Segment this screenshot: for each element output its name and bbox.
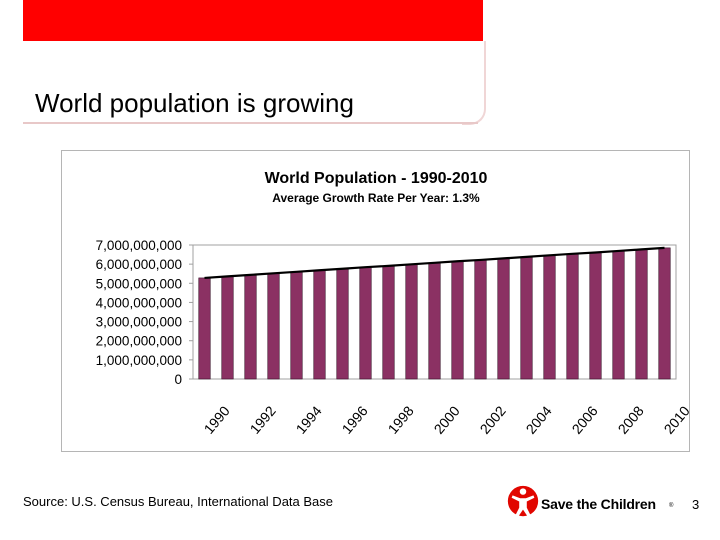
bar-2007: [589, 252, 602, 380]
x-tick-label: 2004: [523, 403, 555, 437]
bar-1990: [198, 277, 211, 380]
x-tick-label: 2008: [615, 403, 647, 437]
x-tick-label: 1994: [293, 403, 325, 437]
population-chart: World Population - 1990-2010 Average Gro…: [96, 170, 689, 437]
bar-1994: [290, 271, 303, 380]
bar-1999: [405, 264, 418, 380]
x-tick-label: 1996: [339, 403, 371, 437]
title-decoration: [462, 41, 486, 125]
bar-1992: [244, 274, 257, 380]
y-tick-label: 1,000,000,000: [96, 353, 182, 368]
y-tick-label: 2,000,000,000: [96, 334, 182, 349]
x-tick-label: 2002: [477, 403, 509, 437]
bar-2009: [635, 249, 648, 380]
y-tick-label: 0: [174, 372, 182, 387]
population-trend-line: [204, 246, 665, 280]
x-tick-label: 1992: [247, 403, 279, 437]
x-tick-label: 2000: [431, 403, 463, 437]
brand-name: Save the Children: [541, 496, 656, 512]
y-tick-label: 3,000,000,000: [96, 315, 182, 330]
save-the-children-logo-icon[interactable]: [506, 484, 540, 520]
page-number: 3: [692, 497, 700, 512]
y-tick-label: 4,000,000,000: [96, 295, 182, 310]
registered-mark: ®: [669, 503, 674, 509]
bar-2004: [520, 256, 533, 380]
chart-subtitle: Average Growth Rate Per Year: 1.3%: [272, 191, 480, 205]
bar-2010: [658, 247, 671, 380]
x-tick-label: 1990: [201, 403, 233, 437]
source-note: Source: U.S. Census Bureau, Internationa…: [23, 494, 334, 509]
y-tick-label: 5,000,000,000: [96, 276, 182, 291]
bar-2005: [543, 255, 556, 380]
chart-frame: World Population - 1990-2010 Average Gro…: [61, 150, 690, 452]
bar-1996: [336, 268, 349, 380]
bar-1997: [359, 266, 372, 380]
header-red-bar: [23, 0, 483, 41]
bar-1991: [221, 276, 234, 380]
bar-2008: [612, 250, 625, 380]
bar-1993: [267, 273, 280, 380]
bar-2003: [497, 258, 510, 380]
x-tick-label: 2010: [661, 403, 689, 437]
x-tick-label: 2006: [569, 403, 601, 437]
bar-1998: [382, 265, 395, 380]
page-title: World population is growing: [35, 88, 354, 118]
bar-2001: [451, 260, 464, 380]
title-underline: [23, 122, 478, 124]
x-tick-label: 1998: [385, 403, 417, 437]
bar-2006: [566, 253, 579, 380]
y-tick-label: 6,000,000,000: [96, 257, 182, 272]
bar-2002: [474, 259, 487, 380]
bar-2000: [428, 262, 441, 380]
bar-1995: [313, 269, 326, 380]
chart-title: World Population - 1990-2010: [265, 170, 488, 187]
y-tick-label: 7,000,000,000: [96, 238, 182, 253]
